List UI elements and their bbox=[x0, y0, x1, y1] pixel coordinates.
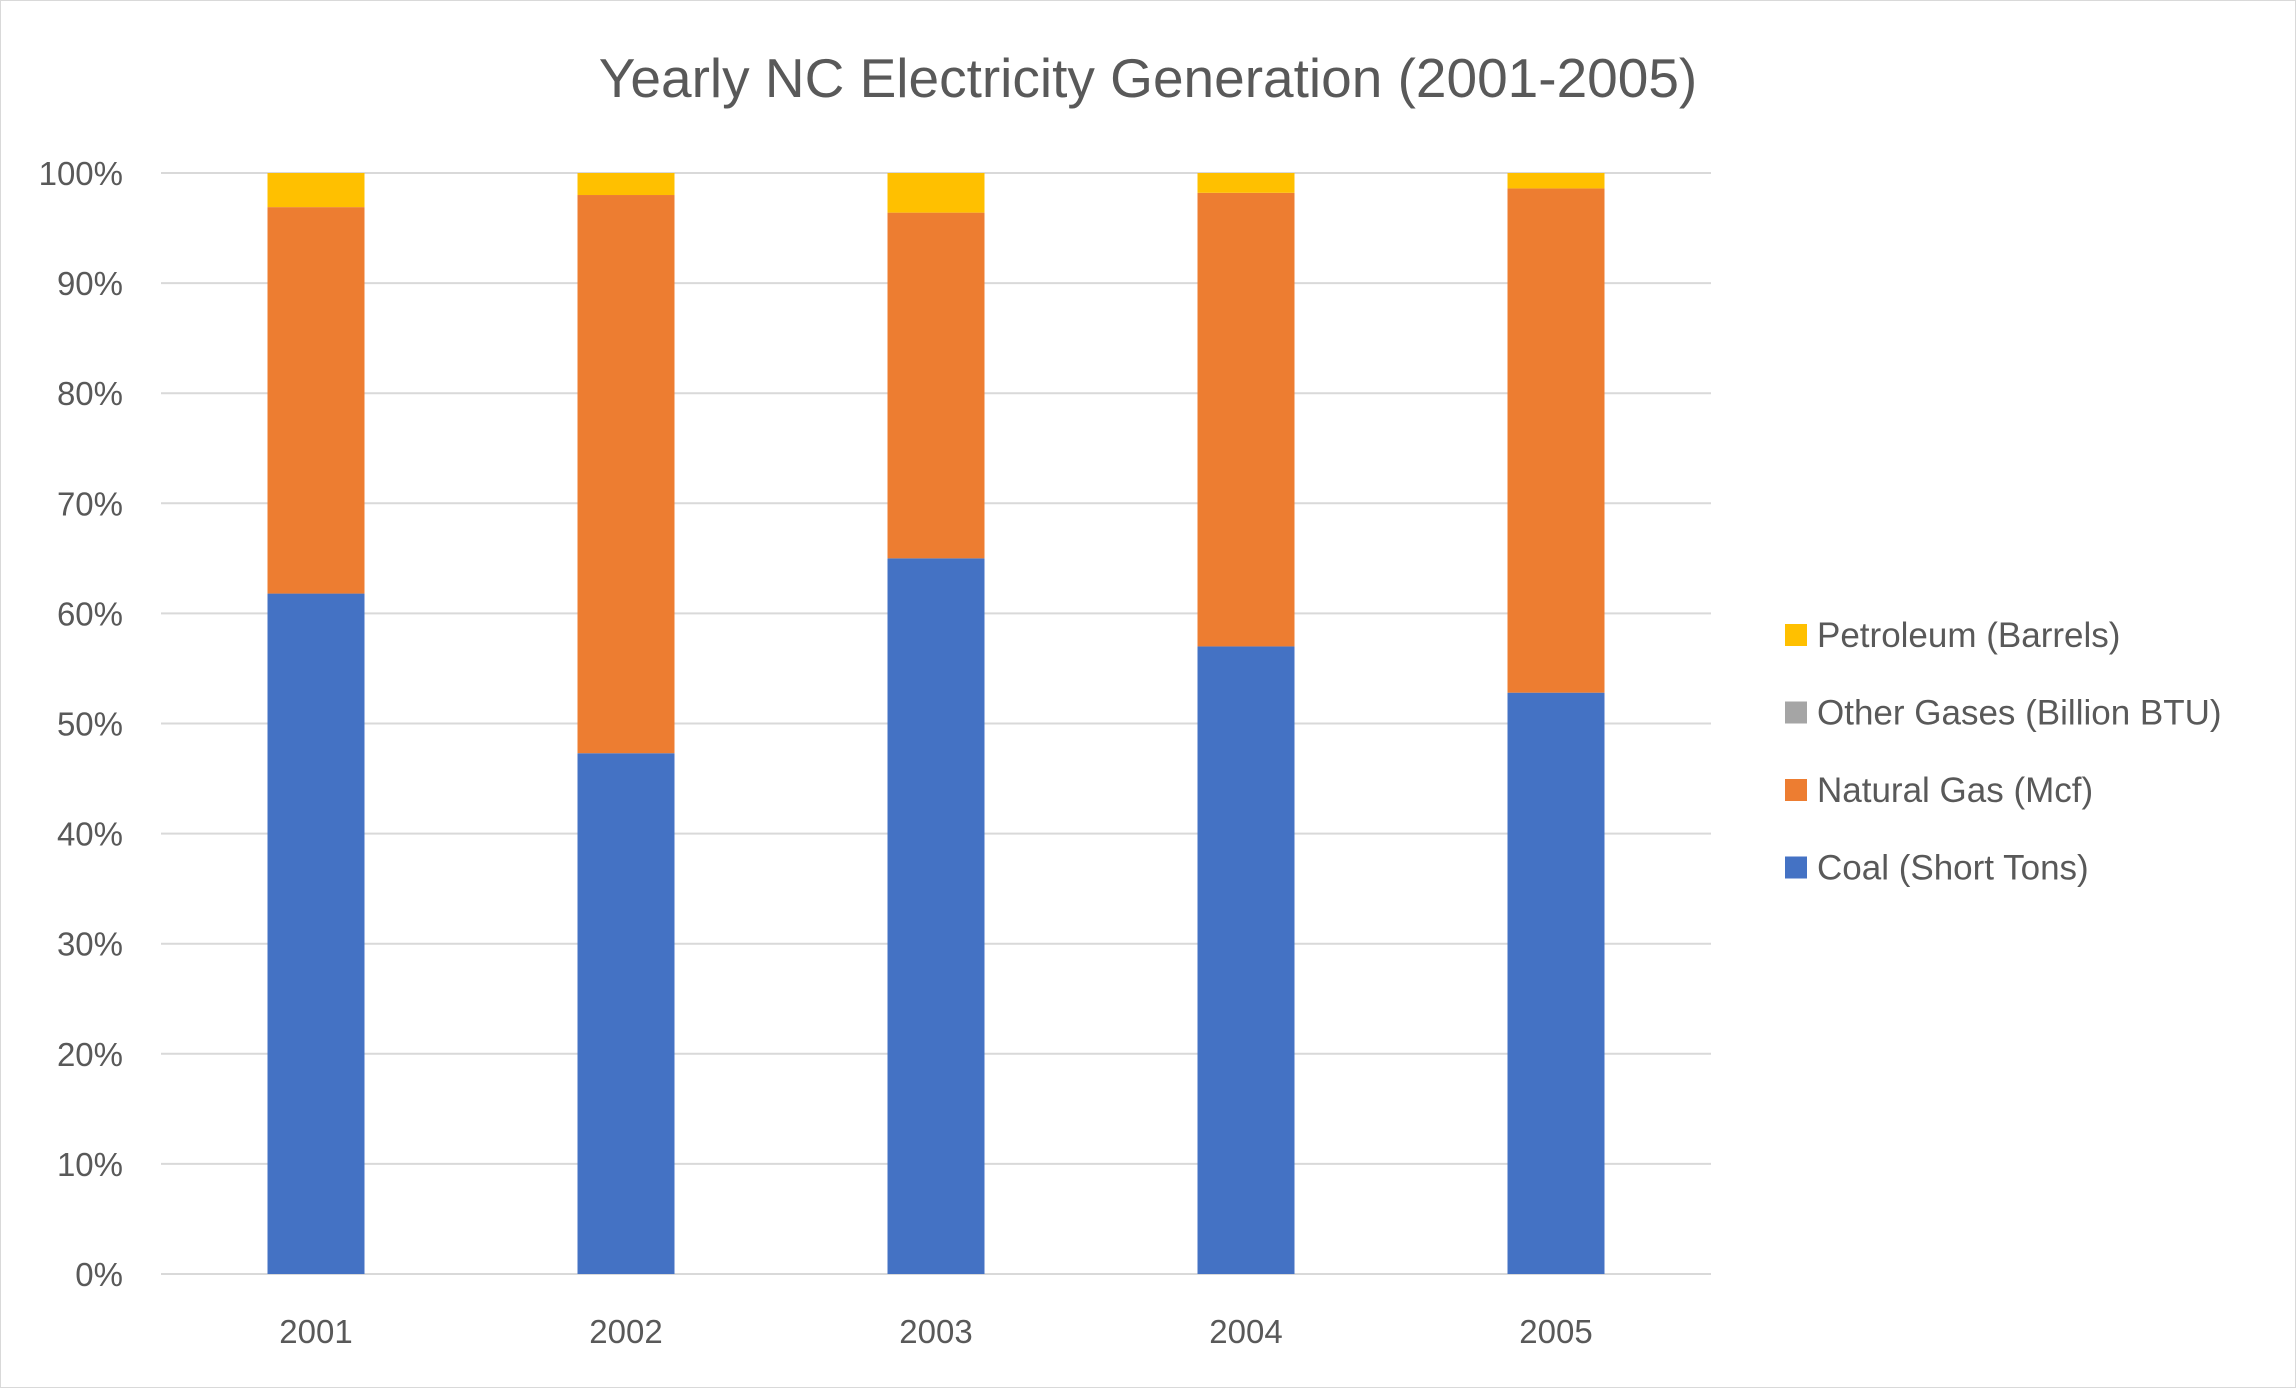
y-tick-label: 0% bbox=[75, 1256, 123, 1293]
y-tick-label: 30% bbox=[57, 926, 123, 963]
bars bbox=[267, 173, 1605, 1274]
y-tick-label: 70% bbox=[57, 485, 123, 522]
bar-segment bbox=[1197, 192, 1295, 647]
bar-segment bbox=[577, 753, 675, 1274]
legend-swatch bbox=[1785, 624, 1807, 646]
x-axis-tick-labels: 2001 2002 2003 2004 2005 bbox=[279, 1313, 1592, 1350]
legend-label: Coal (Short Tons) bbox=[1817, 849, 2089, 888]
legend-swatch bbox=[1785, 701, 1807, 724]
chart-title: Yearly NC Electricity Generation (2001-2… bbox=[599, 47, 1698, 109]
x-tick-label: 2003 bbox=[899, 1313, 972, 1350]
y-tick-label: 80% bbox=[57, 375, 123, 412]
bar-segment bbox=[577, 195, 675, 754]
y-axis-tick-labels: 0% 10% 20% 30% 40% 50% 60% 70% 80% 90% 100% bbox=[39, 155, 123, 1293]
bar-segment bbox=[267, 593, 365, 1274]
legend-label: Other Gases (Billion BTU) bbox=[1817, 694, 2222, 733]
x-tick-label: 2002 bbox=[589, 1313, 662, 1350]
y-tick-label: 60% bbox=[57, 595, 123, 632]
x-tick-label: 2004 bbox=[1209, 1313, 1282, 1350]
legend-label: Petroleum (Barrels) bbox=[1817, 616, 2120, 655]
legend-label: Natural Gas (Mcf) bbox=[1817, 771, 2093, 810]
bar-segment bbox=[1507, 692, 1605, 1274]
y-tick-label: 40% bbox=[57, 816, 123, 853]
y-tick-label: 10% bbox=[57, 1146, 123, 1183]
bar-segment bbox=[1197, 173, 1295, 193]
legend-swatch bbox=[1785, 856, 1807, 879]
y-tick-label: 90% bbox=[57, 265, 123, 302]
y-tick-label: 50% bbox=[57, 706, 123, 743]
bar-segment bbox=[887, 173, 985, 213]
bar-segment bbox=[1507, 173, 1605, 189]
x-tick-label: 2001 bbox=[279, 1313, 352, 1350]
bar-segment bbox=[1197, 646, 1295, 1274]
bar-segment bbox=[267, 173, 365, 208]
legend-swatch bbox=[1785, 779, 1807, 801]
bar-segment bbox=[1507, 188, 1605, 693]
x-tick-label: 2005 bbox=[1519, 1313, 1592, 1350]
bar-segment bbox=[267, 207, 365, 594]
y-tick-label: 20% bbox=[57, 1036, 123, 1073]
bar-segment bbox=[577, 173, 675, 196]
legend: Petroleum (Barrels) Other Gases (Billion … bbox=[1785, 616, 2222, 888]
bar-segment bbox=[887, 558, 985, 1274]
y-tick-label: 100% bbox=[39, 155, 123, 192]
bar-segment bbox=[887, 212, 985, 559]
